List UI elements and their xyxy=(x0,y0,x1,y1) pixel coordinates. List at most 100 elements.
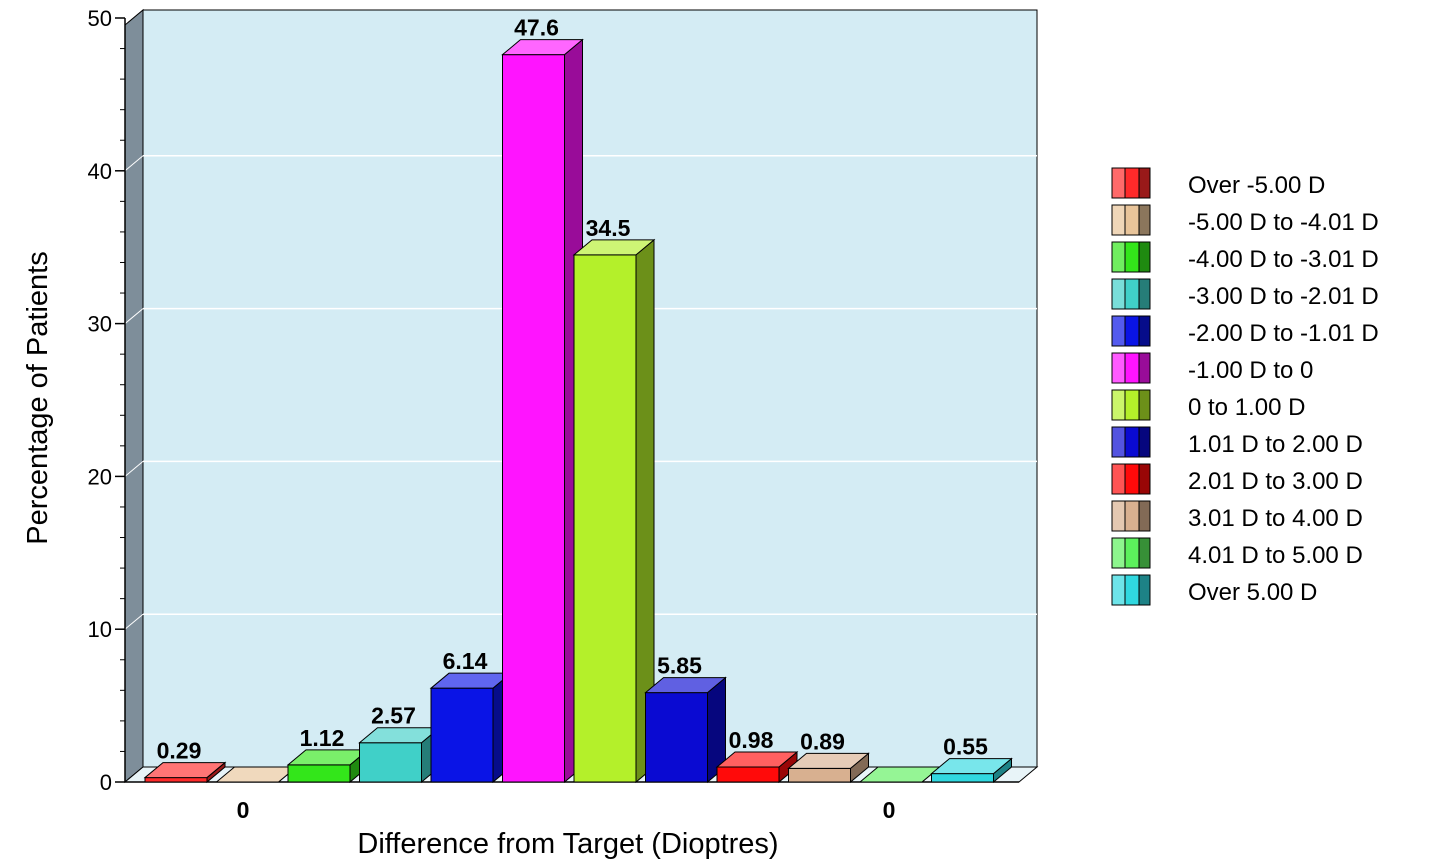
legend-swatch-dark xyxy=(1138,537,1151,569)
legend-swatch-dark xyxy=(1138,574,1151,606)
legend-swatch-dark xyxy=(1138,500,1151,532)
bar xyxy=(358,726,441,784)
chart-left-wall xyxy=(124,8,144,784)
legend-swatch-dark xyxy=(1138,463,1151,495)
bar-value-label: 34.5 xyxy=(586,215,631,241)
legend-swatch-light xyxy=(1111,167,1126,199)
legend-label: -2.00 D to -1.01 D xyxy=(1188,320,1379,347)
legend-swatch xyxy=(1124,389,1140,421)
x-axis-title: Difference from Target (Dioptres) xyxy=(357,828,778,860)
legend-item: 1.01 D to 2.00 D xyxy=(1111,426,1363,458)
legend-swatch-light xyxy=(1111,574,1126,606)
bar xyxy=(930,757,1013,784)
bar xyxy=(429,672,513,784)
bar-front xyxy=(430,687,494,783)
legend-swatch-light xyxy=(1111,204,1126,236)
value-labels: 0.29 1.12 2.57 6.14 47.6 34.5 5.85 0.98 0.89 0.55 xyxy=(157,15,988,764)
legend-swatch xyxy=(1124,315,1140,347)
bar-top xyxy=(787,752,870,769)
legend-swatch xyxy=(1124,278,1140,310)
y-tick-label: 50 xyxy=(88,6,112,31)
legend-item: Over 5.00 D xyxy=(1111,574,1317,606)
y-tick-label: 20 xyxy=(88,464,112,489)
bar-top xyxy=(644,677,727,694)
legend-item: Over -5.00 D xyxy=(1111,167,1325,199)
legend-swatch-dark xyxy=(1138,278,1151,310)
bar xyxy=(644,676,727,784)
legend-swatch-dark xyxy=(1138,352,1151,384)
legend-item: 2.01 D to 3.00 D xyxy=(1111,463,1363,495)
legend-label: Over -5.00 D xyxy=(1188,172,1325,199)
legend-swatch xyxy=(1124,500,1140,532)
legend-swatch-dark xyxy=(1138,204,1151,236)
legend-label: -1.00 D to 0 xyxy=(1188,357,1313,384)
legend-swatch xyxy=(1124,537,1140,569)
bar xyxy=(787,752,870,784)
legend-label: -5.00 D to -4.01 D xyxy=(1188,209,1379,236)
legend-item: -1.00 D to 0 xyxy=(1111,352,1313,384)
bar-value-label: 0.29 xyxy=(157,738,202,764)
legend-swatch xyxy=(1124,204,1140,236)
y-tick-label: 40 xyxy=(88,159,112,184)
bar-front xyxy=(573,254,637,783)
legend-item: 0 to 1.00 D xyxy=(1111,389,1305,421)
legend-item: -5.00 D to -4.01 D xyxy=(1111,204,1379,236)
y-tick-label: 30 xyxy=(88,312,112,337)
legend-swatch-dark xyxy=(1138,389,1151,421)
x-zero-label-left: 0 xyxy=(237,797,250,823)
bar xyxy=(572,238,656,784)
bar-front xyxy=(645,692,708,783)
legend-swatch xyxy=(1124,574,1140,606)
bar-value-label: 1.12 xyxy=(300,725,345,751)
bar-front xyxy=(788,767,851,783)
bar xyxy=(501,38,584,784)
legend-swatch-light xyxy=(1111,537,1126,569)
bars xyxy=(143,38,1013,784)
bar-front xyxy=(931,773,994,783)
legend-label: 2.01 D to 3.00 D xyxy=(1188,468,1363,495)
gridline-side xyxy=(124,2,144,19)
legend-swatch-light xyxy=(1111,500,1126,532)
bar-front xyxy=(716,766,780,783)
legend-swatch-light xyxy=(1111,315,1126,347)
bar-top xyxy=(501,39,584,56)
y-axis-ticks: 0 10 20 30 40 50 xyxy=(88,6,125,795)
bar-top xyxy=(572,239,656,256)
legend-label: -4.00 D to -3.01 D xyxy=(1188,246,1379,273)
y-tick-label: 0 xyxy=(100,770,112,795)
gridline-side xyxy=(124,461,144,477)
legend-item: 3.01 D to 4.00 D xyxy=(1111,500,1363,532)
legend-label: 0 to 1.00 D xyxy=(1188,394,1305,421)
bar-value-label: 2.57 xyxy=(371,703,416,729)
bar-value-label: 6.14 xyxy=(443,648,488,674)
gridline-side xyxy=(124,308,144,324)
bar xyxy=(286,748,370,784)
legend-swatch-light xyxy=(1111,278,1126,310)
bar-front xyxy=(502,54,565,783)
bar-top xyxy=(143,762,227,779)
legend-swatch-dark xyxy=(1138,241,1151,273)
legend-item: -3.00 D to -2.01 D xyxy=(1111,278,1379,310)
legend-item: -4.00 D to -3.01 D xyxy=(1111,241,1379,273)
gridline-side xyxy=(124,155,144,172)
legend-label: 4.01 D to 5.00 D xyxy=(1188,542,1363,569)
x-zero-label-right: 0 xyxy=(883,797,896,823)
bar-value-label: 0.98 xyxy=(729,727,774,753)
bar-value-label: 0.55 xyxy=(943,734,988,760)
legend-swatch xyxy=(1124,167,1140,199)
legend-label: -3.00 D to -2.01 D xyxy=(1188,283,1379,310)
legend-swatch-dark xyxy=(1138,315,1151,347)
legend-swatch xyxy=(1124,426,1140,458)
bar xyxy=(715,750,799,784)
y-axis-title: Percentage of Patients xyxy=(22,251,54,544)
bar-front xyxy=(359,742,422,783)
bar-value-label: 5.85 xyxy=(657,653,702,679)
bar xyxy=(143,761,227,784)
legend-label: 3.01 D to 4.00 D xyxy=(1188,505,1363,532)
legend-item: -2.00 D to -1.01 D xyxy=(1111,315,1379,347)
y-tick-label: 10 xyxy=(88,617,112,642)
bar-value-label: 47.6 xyxy=(514,15,559,41)
legend-swatch-light xyxy=(1111,426,1126,458)
legend-label: Over 5.00 D xyxy=(1188,579,1317,606)
